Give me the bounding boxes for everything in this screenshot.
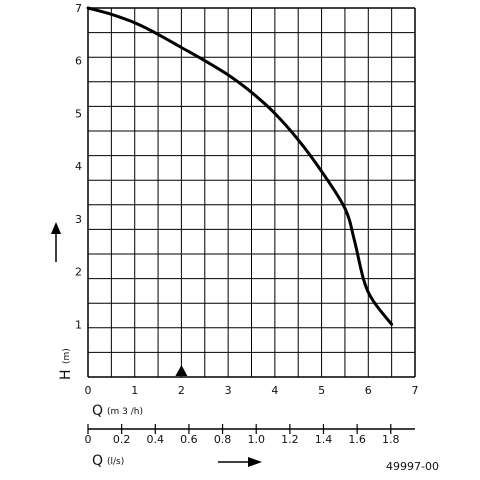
x2-axis-letter: Q (92, 453, 103, 469)
x-tick-label: 5 (318, 384, 325, 397)
x-tick-label: 3 (225, 384, 232, 397)
x2-tick-label: 1.8 (382, 433, 400, 446)
y-tick-label: 4 (75, 160, 82, 173)
y-tick-label: 6 (75, 55, 82, 68)
x-axis-letter: Q (92, 403, 103, 419)
secondary-x-axis (87, 424, 415, 434)
x-arrow-icon (218, 457, 262, 467)
x2-tick-label: 1.6 (348, 433, 366, 446)
x2-tick-label: 0 (85, 433, 92, 446)
x-tick-label: 7 (412, 384, 419, 397)
x-tick-label: 2 (178, 384, 185, 397)
x-tick-label: 6 (365, 384, 372, 397)
x2-tick-labels: 0 0.2 0.4 0.6 0.8 1.0 1.2 1.4 1.6 1.8 (85, 433, 400, 446)
marker-triangle (175, 365, 188, 376)
document-number: 49997-00 (386, 460, 439, 473)
x2-tick-label: 1.2 (281, 433, 299, 446)
x-axis-unit: (m 3 /h) (107, 407, 143, 417)
y-tick-label: 2 (75, 266, 82, 279)
x2-tick-label: 0.8 (214, 433, 232, 446)
y-tick-label: 5 (75, 107, 82, 120)
x-tick-label: 0 (85, 384, 92, 397)
x2-tick-label: 1.0 (247, 433, 265, 446)
x2-tick-label: 0.4 (147, 433, 165, 446)
x2-tick-label: 0.2 (113, 433, 131, 446)
y-axis-title: H (m) (58, 348, 74, 380)
y-tick-label: 7 (75, 2, 82, 15)
x-tick-labels: 0 1 2 3 4 5 6 7 (85, 384, 419, 397)
y-tick-label: 3 (75, 213, 82, 226)
grid (87, 7, 416, 378)
x2-tick-label: 1.4 (315, 433, 333, 446)
x-tick-label: 1 (131, 384, 138, 397)
y-axis-letter: H (58, 369, 74, 380)
x2-tick-label: 0.6 (180, 433, 198, 446)
y-axis-unit: (m) (62, 348, 72, 364)
x-tick-label: 4 (271, 384, 278, 397)
y-tick-labels: 1 2 3 4 5 6 7 (75, 2, 82, 331)
y-arrow-icon (51, 222, 61, 262)
y-tick-label: 1 (75, 318, 82, 331)
x2-axis-unit: (l/s) (107, 457, 124, 467)
series-line (86, 6, 394, 326)
